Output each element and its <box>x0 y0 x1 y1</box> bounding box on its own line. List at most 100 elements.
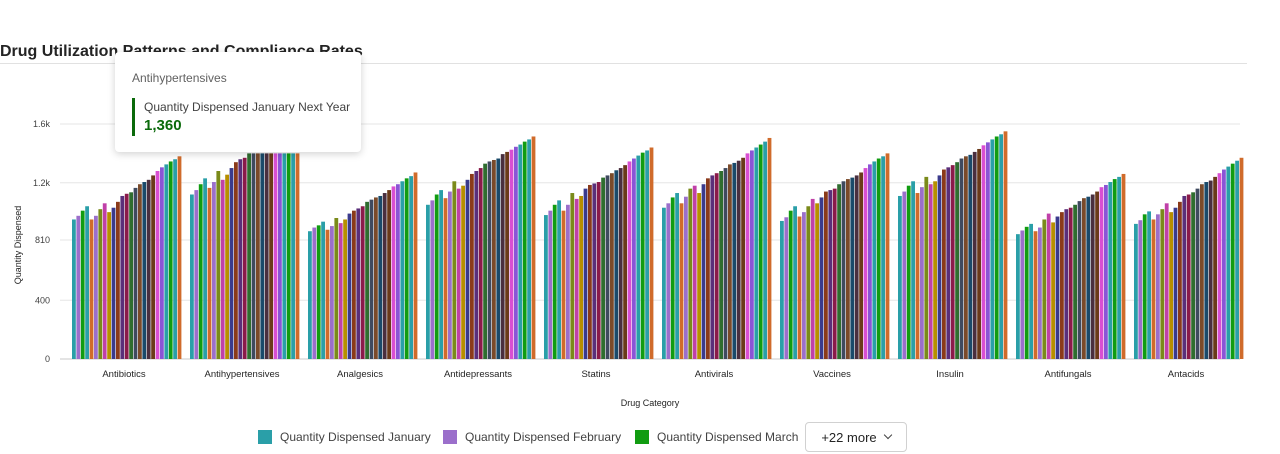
bar[interactable] <box>937 175 942 359</box>
bar[interactable] <box>723 168 728 359</box>
bar[interactable] <box>994 136 999 359</box>
bar[interactable] <box>273 153 278 360</box>
bar[interactable] <box>675 193 679 359</box>
bar[interactable] <box>160 167 164 359</box>
bar[interactable] <box>225 174 229 359</box>
bar[interactable] <box>552 204 557 359</box>
bar[interactable] <box>456 188 461 360</box>
bar[interactable] <box>1090 194 1095 360</box>
bar[interactable] <box>1178 201 1182 359</box>
bar[interactable] <box>76 215 81 359</box>
bar[interactable] <box>610 173 614 359</box>
bar[interactable] <box>514 146 518 359</box>
bar[interactable] <box>955 162 959 359</box>
bar[interactable] <box>920 187 924 359</box>
bar[interactable] <box>452 181 457 359</box>
bar[interactable] <box>1160 209 1165 359</box>
bar[interactable] <box>334 218 339 359</box>
bar[interactable] <box>964 156 968 359</box>
bar[interactable] <box>574 198 579 359</box>
bar[interactable] <box>1073 204 1077 359</box>
bar[interactable] <box>260 153 265 360</box>
bar[interactable] <box>1151 219 1156 359</box>
bar[interactable] <box>1112 179 1117 359</box>
bar[interactable] <box>902 191 907 359</box>
bar[interactable] <box>518 144 523 359</box>
bar[interactable] <box>111 207 116 359</box>
bar[interactable] <box>1156 214 1160 359</box>
bar[interactable] <box>850 177 855 359</box>
bar[interactable] <box>374 197 378 359</box>
bar[interactable] <box>242 157 247 359</box>
bar[interactable] <box>391 186 396 359</box>
bar[interactable] <box>806 206 811 359</box>
bar[interactable] <box>1104 184 1108 359</box>
bar[interactable] <box>942 169 946 359</box>
bar[interactable] <box>505 151 509 359</box>
bar[interactable] <box>872 161 877 359</box>
bar[interactable] <box>780 220 784 359</box>
bar[interactable] <box>1230 163 1235 359</box>
bar[interactable] <box>164 164 169 359</box>
bar[interactable] <box>706 178 710 359</box>
bar[interactable] <box>396 184 400 359</box>
bar[interactable] <box>365 201 369 359</box>
bar[interactable] <box>1055 216 1060 359</box>
bar[interactable] <box>788 210 793 359</box>
bar[interactable] <box>802 212 806 360</box>
bar[interactable] <box>714 173 719 359</box>
bar[interactable] <box>1186 194 1191 360</box>
bar[interactable] <box>906 185 911 359</box>
bar[interactable] <box>291 153 295 360</box>
bar[interactable] <box>1204 182 1209 359</box>
bar[interactable] <box>321 221 325 359</box>
bar[interactable] <box>736 160 741 359</box>
bar[interactable] <box>1173 207 1178 359</box>
bar[interactable] <box>483 163 487 359</box>
bar[interactable] <box>138 184 142 359</box>
bar[interactable] <box>369 199 374 359</box>
bar[interactable] <box>330 226 334 359</box>
bar[interactable] <box>343 219 347 359</box>
bar[interactable] <box>1051 222 1055 359</box>
bar[interactable] <box>1213 176 1217 360</box>
bar[interactable] <box>155 171 160 359</box>
bar[interactable] <box>212 182 216 359</box>
bar[interactable] <box>928 184 933 359</box>
bar[interactable] <box>1217 173 1222 359</box>
bar[interactable] <box>168 161 173 359</box>
bar[interactable] <box>142 182 147 359</box>
bar[interactable] <box>80 210 85 359</box>
bar[interactable] <box>1020 230 1025 359</box>
bar[interactable] <box>854 175 859 359</box>
bar[interactable] <box>94 215 98 359</box>
bar[interactable] <box>684 196 688 359</box>
bar[interactable] <box>1082 198 1086 359</box>
bar[interactable] <box>247 153 251 360</box>
bar[interactable] <box>1182 195 1187 359</box>
bar[interactable] <box>692 185 697 359</box>
bar[interactable] <box>859 172 863 359</box>
bar[interactable] <box>561 210 566 359</box>
bar[interactable] <box>1121 173 1126 359</box>
bar[interactable] <box>116 201 120 359</box>
bar[interactable] <box>1191 192 1195 359</box>
bar[interactable] <box>426 204 430 359</box>
bar[interactable] <box>1068 207 1073 359</box>
bar[interactable] <box>146 179 151 359</box>
bar[interactable] <box>492 159 496 359</box>
bar[interactable] <box>413 172 418 359</box>
bar[interactable] <box>601 177 605 359</box>
bar[interactable] <box>915 193 920 359</box>
bar[interactable] <box>98 209 103 359</box>
bar[interactable] <box>701 184 706 359</box>
bar[interactable] <box>220 179 225 359</box>
bar[interactable] <box>898 195 902 359</box>
bar[interactable] <box>1024 226 1029 359</box>
bar[interactable] <box>496 158 501 359</box>
bar[interactable] <box>85 206 89 359</box>
bar[interactable] <box>133 187 138 359</box>
bar[interactable] <box>1195 188 1200 360</box>
bar[interactable] <box>632 158 636 359</box>
bar[interactable] <box>282 153 287 360</box>
